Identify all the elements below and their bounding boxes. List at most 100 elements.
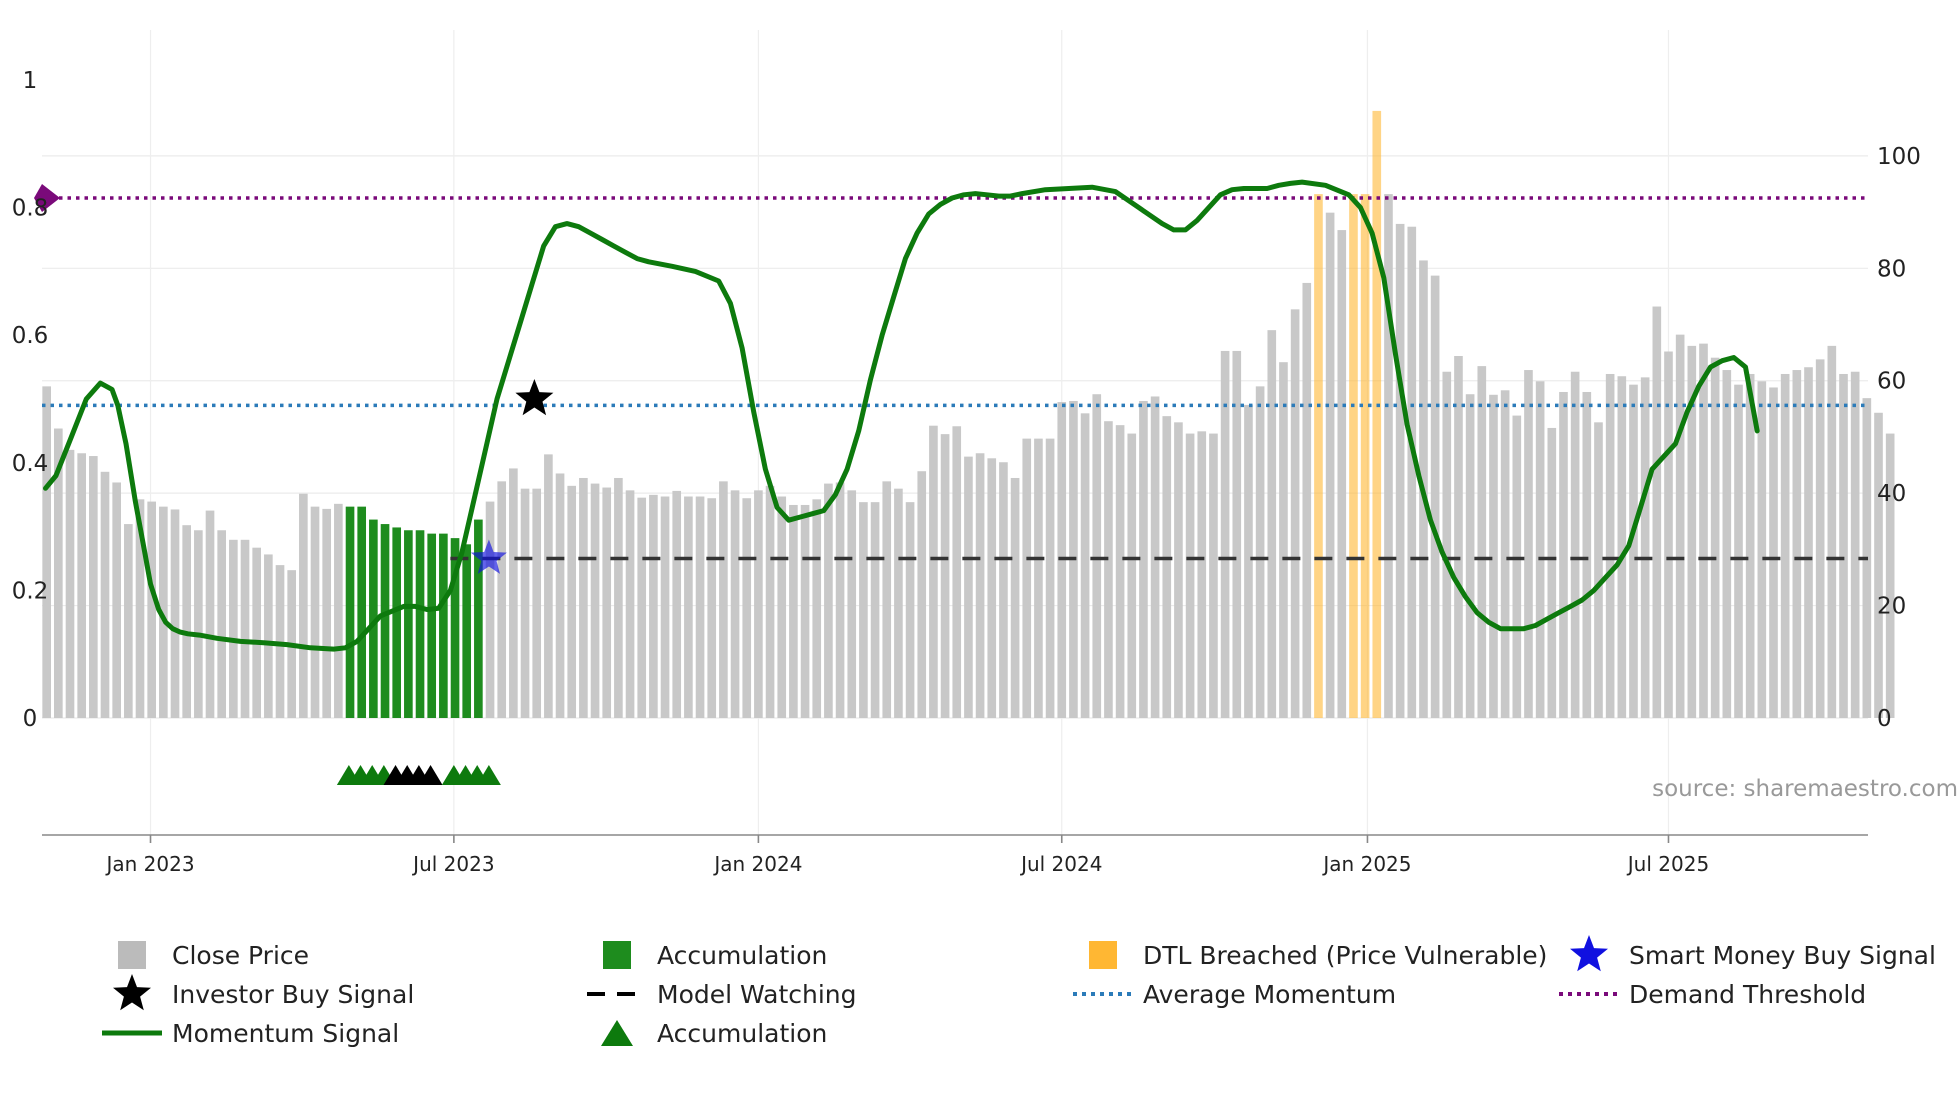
close-price-bar bbox=[859, 502, 868, 718]
close-price-bar bbox=[929, 425, 938, 718]
close-price-bar bbox=[1010, 477, 1020, 718]
accumulation-bar bbox=[380, 524, 390, 718]
accumulation-bar bbox=[404, 530, 413, 718]
legend-item-smart: Smart Money Buy Signal bbox=[1570, 935, 1936, 972]
close-price-bar bbox=[1629, 384, 1638, 718]
close-price-bar bbox=[1605, 373, 1615, 718]
close-price-bar bbox=[940, 434, 950, 718]
close-price-bar bbox=[1477, 366, 1487, 718]
close-price-bar bbox=[1710, 357, 1720, 718]
legend-label-dtl: DTL Breached (Price Vulnerable) bbox=[1143, 941, 1547, 970]
close-price-bar bbox=[987, 458, 997, 718]
legend-star-smart-money bbox=[1570, 935, 1608, 972]
axes: Jan 2023 Jul 2023 Jan 2024 Jul 2024 Jan 2025… bbox=[12, 68, 1921, 876]
close-price-bar bbox=[1267, 330, 1277, 718]
close-price-bar bbox=[520, 488, 530, 718]
accumulation-bar bbox=[345, 506, 355, 718]
close-price-bar bbox=[1442, 371, 1452, 718]
legend-swatch-dtl bbox=[1089, 941, 1117, 969]
right-tick-label: 60 bbox=[1877, 369, 1906, 395]
close-price-bar bbox=[999, 462, 1008, 718]
close-price-bar bbox=[77, 453, 86, 718]
close-price-bar bbox=[182, 525, 191, 718]
close-price-bar bbox=[579, 477, 588, 718]
close-price-bar bbox=[1769, 387, 1778, 718]
right-tick-label: 20 bbox=[1877, 594, 1906, 620]
close-price-bar bbox=[1395, 223, 1405, 719]
close-price-bar bbox=[1290, 309, 1300, 718]
dtl-breached-bar bbox=[1372, 110, 1382, 718]
close-price-bar bbox=[1092, 394, 1102, 718]
accumulation-bar bbox=[357, 506, 367, 718]
signal-markers bbox=[34, 184, 554, 785]
close-price-bar bbox=[964, 456, 973, 718]
x-tick-label: Jan 2024 bbox=[712, 852, 802, 876]
close-price-bar bbox=[1220, 350, 1230, 718]
close-price-bar bbox=[1279, 362, 1288, 718]
close-price-bar bbox=[322, 508, 332, 718]
legend-label-accum_bar: Accumulation bbox=[657, 941, 827, 970]
close-price-bar bbox=[567, 485, 577, 718]
accumulation-bar bbox=[427, 533, 437, 718]
close-price-bar bbox=[124, 524, 133, 718]
close-price-bar bbox=[1500, 390, 1510, 718]
close-price-bar bbox=[1734, 384, 1743, 718]
legend-item-avg: Average Momentum bbox=[1073, 980, 1396, 1009]
close-price-bar bbox=[485, 501, 495, 718]
close-price-bar bbox=[1722, 370, 1732, 718]
close-price-bar bbox=[1162, 416, 1172, 718]
close-price-bar bbox=[1454, 355, 1463, 718]
close-price-bar bbox=[824, 483, 833, 718]
close-price-bar bbox=[765, 485, 775, 718]
close-price-bar bbox=[1699, 343, 1708, 718]
accumulation-bar bbox=[462, 544, 472, 718]
close-price-bar bbox=[159, 506, 168, 718]
right-tick-label: 80 bbox=[1877, 256, 1906, 282]
close-price-bar bbox=[1512, 415, 1522, 718]
accumulation-bar bbox=[392, 527, 402, 718]
close-price-bar bbox=[882, 481, 892, 718]
close-price-bar bbox=[1570, 371, 1580, 718]
close-price-bar bbox=[590, 483, 600, 718]
legend-star-investor bbox=[113, 974, 151, 1011]
close-price-bar bbox=[310, 506, 320, 718]
close-price-bar bbox=[42, 386, 51, 718]
close-price-bar bbox=[1174, 422, 1183, 718]
close-price-bar bbox=[334, 503, 343, 718]
smart-money-buy-star bbox=[470, 539, 507, 574]
legend-item-dtl: DTL Breached (Price Vulnerable) bbox=[1089, 941, 1547, 970]
momentum-signal-line bbox=[43, 179, 1760, 652]
close-price-bar bbox=[800, 504, 810, 718]
left-tick-label: 0.6 bbox=[12, 323, 49, 349]
accumulation-bar bbox=[369, 519, 378, 718]
close-price-bar bbox=[1022, 438, 1032, 718]
signal-lines bbox=[42, 179, 1868, 652]
x-tick-label: Jul 2024 bbox=[1019, 852, 1102, 876]
close-price-bar bbox=[1302, 282, 1312, 718]
close-price-bar bbox=[1874, 412, 1883, 718]
price-bars bbox=[42, 110, 1895, 719]
close-price-bar bbox=[684, 496, 693, 718]
left-tick-label: 0 bbox=[23, 706, 38, 732]
close-price-bar bbox=[1815, 359, 1825, 718]
close-price-bar bbox=[170, 509, 180, 718]
close-price-bar bbox=[135, 499, 145, 718]
dtl-breached-bar bbox=[1314, 194, 1323, 718]
close-price-bar bbox=[509, 468, 518, 718]
close-price-bar bbox=[555, 473, 565, 718]
close-price-bar bbox=[660, 496, 670, 718]
dtl-breached-bar bbox=[1349, 194, 1358, 718]
close-price-bar bbox=[1384, 194, 1393, 718]
close-price-bar bbox=[194, 530, 203, 718]
close-price-bar bbox=[1430, 275, 1440, 718]
legend-item-demand: Demand Threshold bbox=[1559, 980, 1866, 1009]
close-price-bar bbox=[1885, 433, 1895, 718]
close-price-bar bbox=[1780, 373, 1790, 718]
close-price-bar bbox=[1209, 433, 1218, 718]
legend-label-watch: Model Watching bbox=[657, 980, 857, 1009]
left-tick-label: 0.4 bbox=[12, 451, 49, 477]
legend-item-accum_marker: Accumulation bbox=[601, 1019, 827, 1048]
close-price-bar bbox=[1080, 413, 1090, 718]
right-tick-label: 100 bbox=[1877, 144, 1921, 170]
